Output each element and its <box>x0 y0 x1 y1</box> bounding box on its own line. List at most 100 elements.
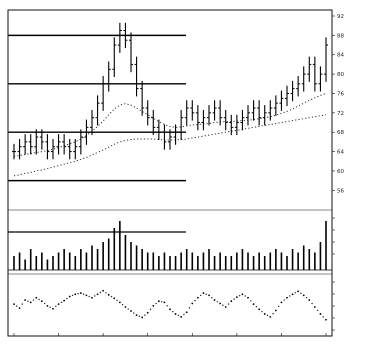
y-tick-label: 72 <box>337 111 344 117</box>
oscillator-point <box>94 295 96 297</box>
oscillator-point <box>255 306 258 308</box>
oscillator-point <box>238 294 241 297</box>
oscillator-point <box>60 301 63 304</box>
oscillator-point <box>302 294 305 297</box>
oscillator-point <box>66 297 68 300</box>
oscillator-point <box>27 300 29 302</box>
oscillator-point <box>291 293 294 296</box>
oscillator-point <box>32 299 35 301</box>
oscillator-point <box>177 314 180 317</box>
oscillator-point <box>146 311 149 314</box>
y-tick-label: 92 <box>337 14 344 20</box>
oscillator-point <box>107 293 110 296</box>
oscillator-point <box>35 296 38 299</box>
oscillator-point <box>272 312 274 315</box>
oscillator-point <box>205 293 207 295</box>
oscillator-point <box>29 301 32 304</box>
oscillator-point <box>105 292 107 294</box>
oscillator-panel <box>13 289 327 321</box>
oscillator-point <box>135 314 138 317</box>
oscillator-point <box>96 293 99 296</box>
oscillator-point <box>244 295 246 297</box>
oscillator-point <box>157 300 160 303</box>
oscillator-point <box>152 304 155 307</box>
oscillator-point <box>91 296 93 299</box>
oscillator-point <box>172 310 174 313</box>
oscillator-point <box>277 305 280 308</box>
oscillator-point <box>77 292 79 295</box>
oscillator-point <box>252 303 255 305</box>
oscillator-point <box>230 300 233 303</box>
oscillator-point <box>216 301 219 303</box>
oscillator-point <box>263 313 266 315</box>
axis-layer: 56 60 64 68 72 76 80 84 88 92 <box>7 9 344 337</box>
oscillator-point <box>180 315 183 318</box>
oscillator-point <box>311 302 313 305</box>
oscillator-point <box>313 306 316 308</box>
oscillator-point <box>46 304 49 307</box>
oscillator-point <box>130 310 132 312</box>
oscillator-point <box>322 316 324 318</box>
oscillator-point <box>224 306 227 308</box>
volume-panel <box>8 221 332 271</box>
oscillator-point <box>188 307 191 309</box>
oscillator-point <box>57 303 60 305</box>
oscillator-point <box>40 300 43 303</box>
oscillator-point <box>121 303 124 306</box>
oscillator-point <box>99 291 102 294</box>
y-tick-label: 88 <box>337 33 344 39</box>
oscillator-point <box>49 306 51 308</box>
oscillator-point <box>88 295 90 298</box>
oscillator-point <box>211 297 213 299</box>
oscillator-point <box>247 296 249 299</box>
oscillator-point <box>85 294 88 297</box>
oscillator-point <box>160 301 163 303</box>
y-tick-label: 76 <box>337 91 344 97</box>
moving-average-line <box>13 93 327 157</box>
oscillator-point <box>199 294 202 297</box>
oscillator-point <box>74 293 77 296</box>
oscillator-point <box>241 293 244 296</box>
oscillator-point <box>127 308 129 310</box>
oscillator-point <box>308 299 311 301</box>
oscillator-point <box>294 292 297 294</box>
oscillator-point <box>116 299 118 302</box>
oscillator-point <box>110 295 113 298</box>
price-panel <box>8 22 328 182</box>
oscillator-point <box>213 299 216 301</box>
oscillator-point <box>24 299 27 301</box>
oscillator-point <box>280 301 283 304</box>
oscillator-point <box>300 292 302 295</box>
y-tick-label: 56 <box>337 188 344 194</box>
oscillator-point <box>52 307 54 310</box>
oscillator-point <box>274 309 277 312</box>
oscillator-point <box>133 312 135 314</box>
oscillator-point <box>235 296 238 299</box>
oscillator-point <box>208 294 210 297</box>
oscillator-point <box>191 302 194 305</box>
oscillator-point <box>219 302 222 305</box>
oscillator-point <box>222 304 224 306</box>
oscillator-point <box>68 295 71 298</box>
y-tick-label: 80 <box>337 72 344 78</box>
oscillator-point <box>38 298 40 301</box>
oscillator-point <box>113 297 116 300</box>
oscillator-point <box>102 289 105 292</box>
oscillator-point <box>118 301 121 304</box>
oscillator-point <box>266 314 269 317</box>
oscillator-point <box>325 318 327 321</box>
oscillator-point <box>305 297 308 299</box>
y-tick-label: 64 <box>337 150 344 156</box>
oscillator-point <box>316 309 319 312</box>
y-tick-label: 84 <box>337 53 344 59</box>
oscillator-point <box>71 294 74 297</box>
oscillator-point <box>43 302 46 305</box>
oscillator-point <box>149 308 152 311</box>
y-tick-label: 60 <box>337 169 344 175</box>
oscillator-point <box>183 313 185 316</box>
oscillator-point <box>258 308 261 311</box>
oscillator-point <box>227 303 230 305</box>
oscillator-point <box>144 314 146 316</box>
oscillator-point <box>13 303 15 305</box>
